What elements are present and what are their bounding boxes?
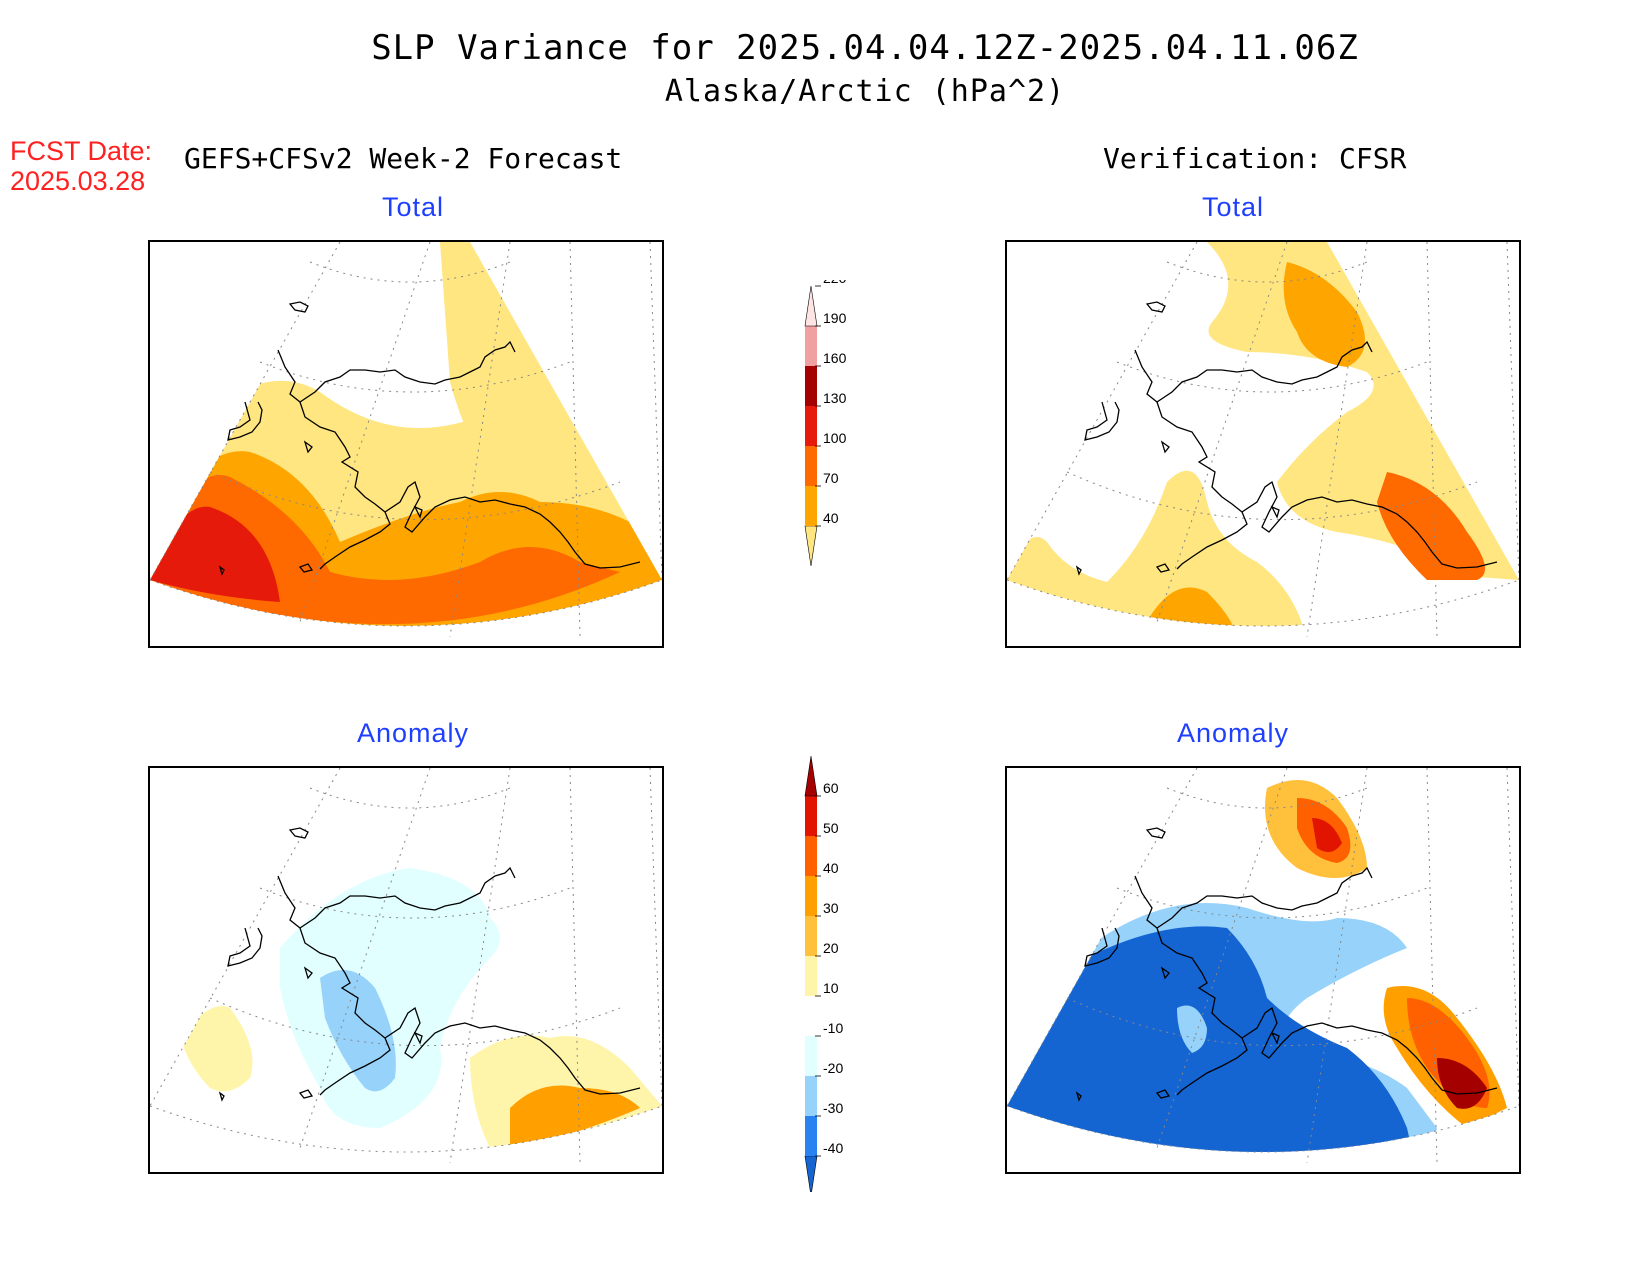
map-forecast-total-canvas <box>150 242 662 638</box>
panel-title-forecast-anomaly: Anomaly <box>356 718 470 748</box>
colorbar-total-label-5: 190 <box>823 310 847 326</box>
colorbar-anomaly-swatches <box>804 755 818 1192</box>
colorbar-total-swatch-4 <box>805 366 817 406</box>
colorbar-anomaly-label-4: 10 <box>823 980 839 996</box>
colorbar-anomaly-label-2: -20 <box>823 1060 843 1076</box>
panel-title-verification-anomaly: Anomaly <box>1176 718 1290 748</box>
colorbar-total-swatch-3 <box>805 406 817 446</box>
map-verification-anomaly-canvas <box>1007 768 1519 1164</box>
main-title: SLP Variance for 2025.04.04.12Z-2025.04.… <box>371 28 1359 68</box>
colorbar-anomaly-label-9: 60 <box>823 780 839 796</box>
colorbar-anomaly-swatch-10 <box>804 755 818 797</box>
map-verification-total <box>1005 240 1521 648</box>
colorbar-total-label-2: 100 <box>823 430 847 446</box>
colorbar-anomaly-swatch-0 <box>804 1155 818 1192</box>
colorbar-total-swatch-5 <box>805 326 817 366</box>
colorbar-total-label-0: 40 <box>823 510 839 526</box>
fcst-date: FCST Date: 2025.03.28 <box>10 136 152 196</box>
colorbar-anomaly-labels: -40 -30 -20 -10 10 20 30 40 50 60 <box>815 780 843 1157</box>
colorbar-anomaly-label-7: 40 <box>823 860 839 876</box>
colorbar-anomaly-label-0: -40 <box>823 1140 843 1156</box>
colorbar-total-swatch-0 <box>804 525 818 567</box>
colorbar-total-swatch-1 <box>805 486 817 526</box>
colorbar-total-labels: 40 70 100 130 160 190 220 <box>815 280 847 527</box>
colorbar-anomaly-swatch-4 <box>805 996 817 1036</box>
map-forecast-total <box>148 240 664 648</box>
colorbar-total-label-1: 70 <box>823 470 839 486</box>
colorbar-anomaly-swatch-7 <box>805 876 817 916</box>
colorbar-anomaly: -40 -30 -20 -10 10 20 30 40 50 60 <box>804 755 843 1192</box>
colorbar-anomaly-swatch-6 <box>805 916 817 956</box>
colorbar-anomaly-swatch-2 <box>805 1076 817 1116</box>
colorbar-anomaly-label-6: 30 <box>823 900 839 916</box>
colorbar-total-label-4: 160 <box>823 350 847 366</box>
colorbar-anomaly-label-5: 20 <box>823 940 839 956</box>
colorbar-anomaly-swatch-3 <box>805 1036 817 1076</box>
map-verification-anomaly <box>1005 766 1521 1174</box>
colorbar-anomaly-swatch-1 <box>805 1116 817 1156</box>
colorbar-total-swatch-2 <box>805 446 817 486</box>
main-subtitle: Alaska/Arctic (hPa^2) <box>664 74 1066 109</box>
verification-column-heading: Verification: CFSR <box>1103 142 1407 175</box>
map-verification-total-canvas <box>1007 242 1519 638</box>
colorbar-anomaly-label-8: 50 <box>823 820 839 836</box>
fcst-date-label: FCST Date: <box>10 136 153 166</box>
map-forecast-anomaly <box>148 766 664 1174</box>
colorbar-total-swatches <box>804 285 818 567</box>
colorbar-anomaly-label-1: -30 <box>823 1100 843 1116</box>
fcst-date-value: 2025.03.28 <box>10 166 146 196</box>
colorbar-total-label-6: 220 <box>823 280 847 286</box>
panel-title-verification-total: Total <box>1201 192 1265 222</box>
colorbar-total-swatch-6 <box>804 285 818 327</box>
colorbar-anomaly-swatch-5 <box>805 956 817 996</box>
colorbar-anomaly-label-3: -10 <box>823 1020 843 1036</box>
forecast-column-heading: GEFS+CFSv2 Week-2 Forecast <box>184 142 623 175</box>
colorbar-total: 40 70 100 130 160 190 220 <box>804 280 847 567</box>
colorbar-anomaly-swatch-8 <box>805 836 817 876</box>
colorbar-total-label-3: 130 <box>823 390 847 406</box>
map-forecast-anomaly-canvas <box>150 768 662 1164</box>
colorbar-anomaly-swatch-9 <box>805 796 817 836</box>
panel-title-forecast-total: Total <box>381 192 445 222</box>
